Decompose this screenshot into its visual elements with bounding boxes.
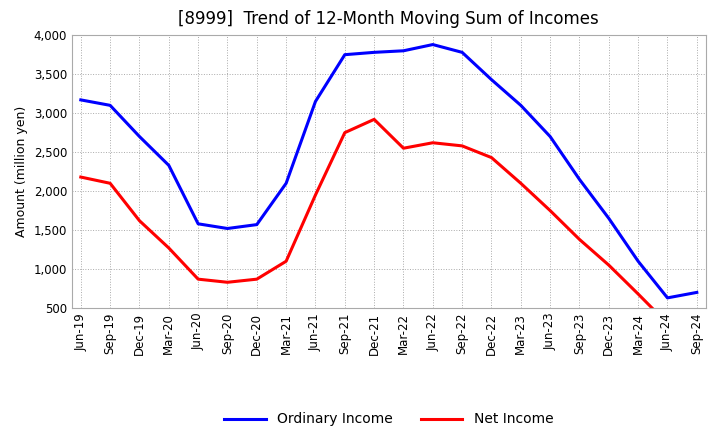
Net Income: [693, 329, 701, 334]
Ordinary Income: [693, 290, 701, 295]
Net Income: [76, 174, 85, 180]
Net Income: [458, 143, 467, 149]
Ordinary Income: [311, 99, 320, 104]
Net Income: [487, 155, 496, 160]
Ordinary Income: [458, 50, 467, 55]
Net Income: [164, 246, 173, 251]
Ordinary Income: [516, 103, 525, 108]
Ordinary Income: [282, 181, 290, 186]
Net Income: [663, 321, 672, 326]
Ordinary Income: [76, 97, 85, 103]
Y-axis label: Amount (million yen): Amount (million yen): [15, 106, 28, 237]
Net Income: [282, 259, 290, 264]
Net Income: [605, 263, 613, 268]
Line: Ordinary Income: Ordinary Income: [81, 44, 697, 298]
Title: [8999]  Trend of 12-Month Moving Sum of Incomes: [8999] Trend of 12-Month Moving Sum of I…: [179, 10, 599, 28]
Net Income: [546, 208, 554, 213]
Ordinary Income: [399, 48, 408, 53]
Ordinary Income: [370, 50, 379, 55]
Net Income: [135, 218, 144, 224]
Net Income: [253, 276, 261, 282]
Net Income: [399, 146, 408, 151]
Ordinary Income: [135, 134, 144, 139]
Ordinary Income: [341, 52, 349, 57]
Net Income: [516, 181, 525, 186]
Ordinary Income: [546, 134, 554, 139]
Ordinary Income: [106, 103, 114, 108]
Ordinary Income: [575, 177, 584, 182]
Ordinary Income: [663, 295, 672, 301]
Net Income: [370, 117, 379, 122]
Net Income: [311, 192, 320, 198]
Net Income: [223, 280, 232, 285]
Net Income: [194, 276, 202, 282]
Ordinary Income: [428, 42, 437, 47]
Ordinary Income: [164, 163, 173, 168]
Net Income: [634, 291, 642, 297]
Ordinary Income: [253, 222, 261, 227]
Net Income: [341, 130, 349, 135]
Net Income: [575, 237, 584, 242]
Ordinary Income: [194, 221, 202, 227]
Net Income: [106, 181, 114, 186]
Ordinary Income: [487, 77, 496, 82]
Ordinary Income: [223, 226, 232, 231]
Ordinary Income: [605, 216, 613, 221]
Ordinary Income: [634, 259, 642, 264]
Legend: Ordinary Income, Net Income: Ordinary Income, Net Income: [219, 407, 559, 432]
Line: Net Income: Net Income: [81, 119, 697, 331]
Net Income: [428, 140, 437, 145]
